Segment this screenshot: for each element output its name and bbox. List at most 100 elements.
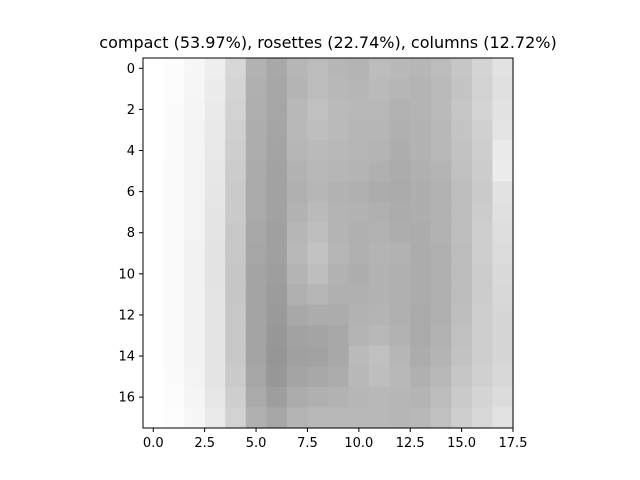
heatmap-cell (451, 263, 473, 285)
heatmap-cell (451, 160, 473, 182)
heatmap-cell (471, 304, 494, 326)
heatmap-cell (389, 201, 411, 224)
heatmap-cell (307, 99, 329, 121)
heatmap-cell (389, 386, 411, 409)
heatmap-cell (492, 78, 514, 100)
heatmap-cell (451, 325, 473, 347)
heatmap-cell (286, 119, 309, 141)
heatmap-cell (348, 201, 370, 224)
y-tick-label: 0 (127, 62, 135, 77)
heatmap-cell (143, 181, 165, 203)
heatmap-cell (328, 325, 350, 347)
heatmap-cell (307, 386, 329, 409)
heatmap-cell (204, 304, 226, 326)
heatmap-cell (471, 99, 494, 121)
heatmap-cell (204, 58, 226, 80)
heatmap-cell (266, 78, 288, 100)
heatmap-cell (143, 325, 165, 347)
heatmap-cell (389, 304, 411, 326)
heatmap-cell (492, 284, 514, 306)
heatmap-cell (348, 366, 370, 388)
heatmap-cell (286, 222, 309, 244)
heatmap-cell (245, 366, 267, 388)
heatmap-cell (245, 201, 267, 224)
heatmap-cell (348, 160, 370, 182)
heatmap-cell (389, 284, 411, 306)
x-tick-label: 0.0 (143, 436, 164, 451)
heatmap-cell (307, 366, 329, 388)
heatmap-cell (225, 366, 247, 388)
heatmap-cell (143, 304, 165, 326)
heatmap-cell (471, 58, 494, 80)
heatmap-cell (307, 119, 329, 141)
heatmap-cell (163, 345, 185, 367)
heatmap-cell (348, 99, 370, 121)
heatmap-cell (369, 386, 391, 409)
heatmap-cell (184, 386, 206, 409)
heatmap-cell (307, 407, 329, 429)
heatmap-cell (143, 386, 165, 409)
heatmap-cell (307, 263, 329, 285)
heatmap-cell (245, 222, 267, 244)
heatmap-cell (410, 263, 432, 285)
heatmap-cell (430, 345, 452, 367)
heatmap-cell (225, 58, 247, 80)
heatmap-cell (286, 181, 309, 203)
heatmap-cell (266, 140, 288, 162)
heatmap-cell (163, 386, 185, 409)
chart-title: compact (53.97%), rosettes (22.74%), col… (99, 33, 556, 52)
heatmap-cell (410, 325, 432, 347)
heatmap-cell (307, 78, 329, 100)
heatmap-cell (369, 222, 391, 244)
x-tick-label: 7.5 (297, 436, 318, 451)
heatmap-cell (225, 304, 247, 326)
heatmap-cell (328, 160, 350, 182)
heatmap-cell (492, 99, 514, 121)
y-tick-label: 8 (127, 226, 135, 241)
heatmap-cell (143, 78, 165, 100)
heatmap-cell (266, 99, 288, 121)
heatmap-cell (286, 366, 309, 388)
heatmap-cell (307, 325, 329, 347)
heatmap-cell (204, 325, 226, 347)
heatmap-cell (184, 243, 206, 265)
heatmap-cell (184, 304, 206, 326)
heatmap-cell (184, 160, 206, 182)
heatmap-cell (430, 160, 452, 182)
heatmap-cell (328, 99, 350, 121)
heatmap-cell (286, 160, 309, 182)
y-tick-label: 12 (118, 308, 135, 323)
heatmap-cell (451, 284, 473, 306)
heatmap-cell (471, 181, 494, 203)
heatmap-cell (163, 99, 185, 121)
heatmap-cell (389, 140, 411, 162)
heatmap-cell (184, 366, 206, 388)
heatmap-cell (348, 263, 370, 285)
heatmap-cell (410, 386, 432, 409)
heatmap-cell (225, 160, 247, 182)
heatmap-cell (471, 160, 494, 182)
heatmap-cell (451, 140, 473, 162)
heatmap-cell (471, 119, 494, 141)
heatmap-cell (492, 119, 514, 141)
heatmap-cell (348, 78, 370, 100)
heatmap-cell (184, 407, 206, 429)
heatmap-cell (369, 304, 391, 326)
heatmap-cell (286, 201, 309, 224)
heatmap-cell (492, 140, 514, 162)
heatmap-cell (286, 407, 309, 429)
y-tick-label: 6 (127, 185, 135, 200)
heatmap-cell (410, 366, 432, 388)
heatmap-cell (286, 284, 309, 306)
heatmap-cell (204, 119, 226, 141)
heatmap-cell (286, 263, 309, 285)
heatmap-cell (430, 304, 452, 326)
heatmap-cell (348, 304, 370, 326)
heatmap-cell (328, 284, 350, 306)
heatmap-cell (328, 78, 350, 100)
heatmap-cell (430, 181, 452, 203)
heatmap-cell (389, 222, 411, 244)
heatmap-cell (328, 243, 350, 265)
heatmap-cell (471, 386, 494, 409)
heatmap-cell (369, 243, 391, 265)
